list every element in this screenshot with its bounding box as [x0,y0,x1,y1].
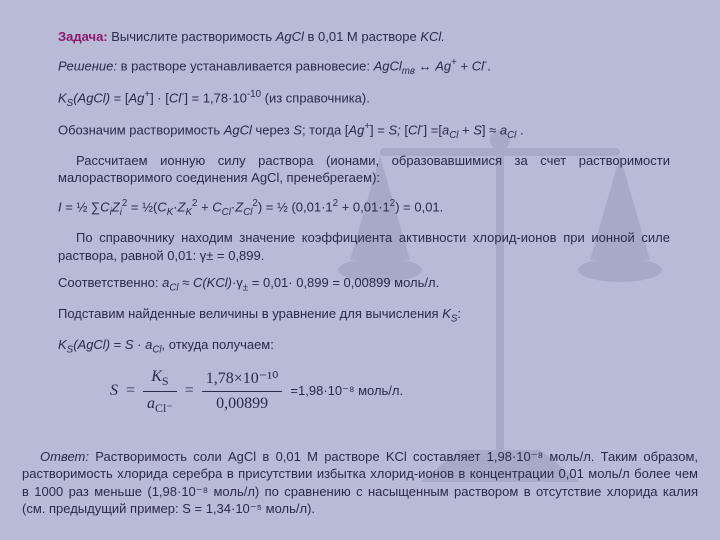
p-solution-equilibrium: Решение: в растворе устанавливается равн… [58,56,670,78]
p-substitute: Подставим найденные величины в уравнение… [58,305,670,326]
problem-title: Задача: Вычислите растворимость AgCl в 0… [58,28,670,46]
document-body: Задача: Вычислите растворимость AgCl в 0… [58,28,670,428]
title-label: Задача: [58,29,108,44]
solubility-fraction: S = KS aCl⁻ = 1,78×10⁻¹⁰ 0,00899 =1,98·1… [110,366,670,416]
p-acl-calc: Соответственно: aCl ≈ C(KCl)·γ± = 0,01· … [58,274,670,295]
p-define-s: Обозначим растворимость AgCl через S; то… [58,120,670,142]
p-ks-equation: KS(AgCl) = S · aCl, откуда получаем: [58,336,670,357]
p-ionic-strength-intro: Рассчитаем ионную силу раствора (ионами,… [58,152,670,187]
fraction-2: 1,78×10⁻¹⁰ 0,00899 [202,368,283,414]
answer-paragraph: Ответ: Растворимость соли AgCl в 0,01 М … [22,448,698,518]
fraction-1: KS aCl⁻ [143,366,177,416]
p-activity-coeff: По справочнику находим значение коэффици… [58,229,670,264]
p-ionic-strength-calc: I = ½ ∑CiZi2 = ½(CK·ZK2 + CCl·ZCl2) = ½ … [58,197,670,219]
p-ks-value: KS(AgCl) = [Ag+] · [Cl-] = 1,78·10-10 (и… [58,88,670,110]
